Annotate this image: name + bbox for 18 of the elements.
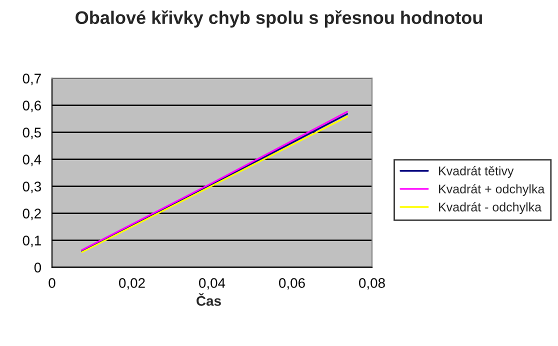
x-tick-label: 0 xyxy=(48,278,56,288)
y-tick-label: 0,2 xyxy=(22,208,41,220)
y-tick-label: 0,4 xyxy=(22,154,42,166)
y-tick-label: 0,1 xyxy=(22,236,41,248)
y-tick-label: 0,3 xyxy=(22,182,41,194)
legend-label: Kvadrát - odchylka xyxy=(439,202,542,214)
chart-title: Obalové křivky chyb spolu s přesnou hodnotou xyxy=(76,10,482,28)
y-tick-label: 0,7 xyxy=(22,74,41,86)
y-tick-label: 0,5 xyxy=(22,128,42,140)
legend-label: Kvadrát tětivy xyxy=(439,166,514,178)
y-tick-label: 0,6 xyxy=(22,100,41,112)
legend-label: Kvadrát + odchylka xyxy=(439,184,545,196)
x-tick-label: 0,08 xyxy=(359,278,385,290)
y-tick-label: 0 xyxy=(34,262,42,272)
x-tick-label: 0,04 xyxy=(199,278,226,290)
x-axis-title: Čas xyxy=(196,293,221,306)
x-tick-label: 0,02 xyxy=(119,278,145,290)
x-tick-label: 0,06 xyxy=(279,278,305,290)
